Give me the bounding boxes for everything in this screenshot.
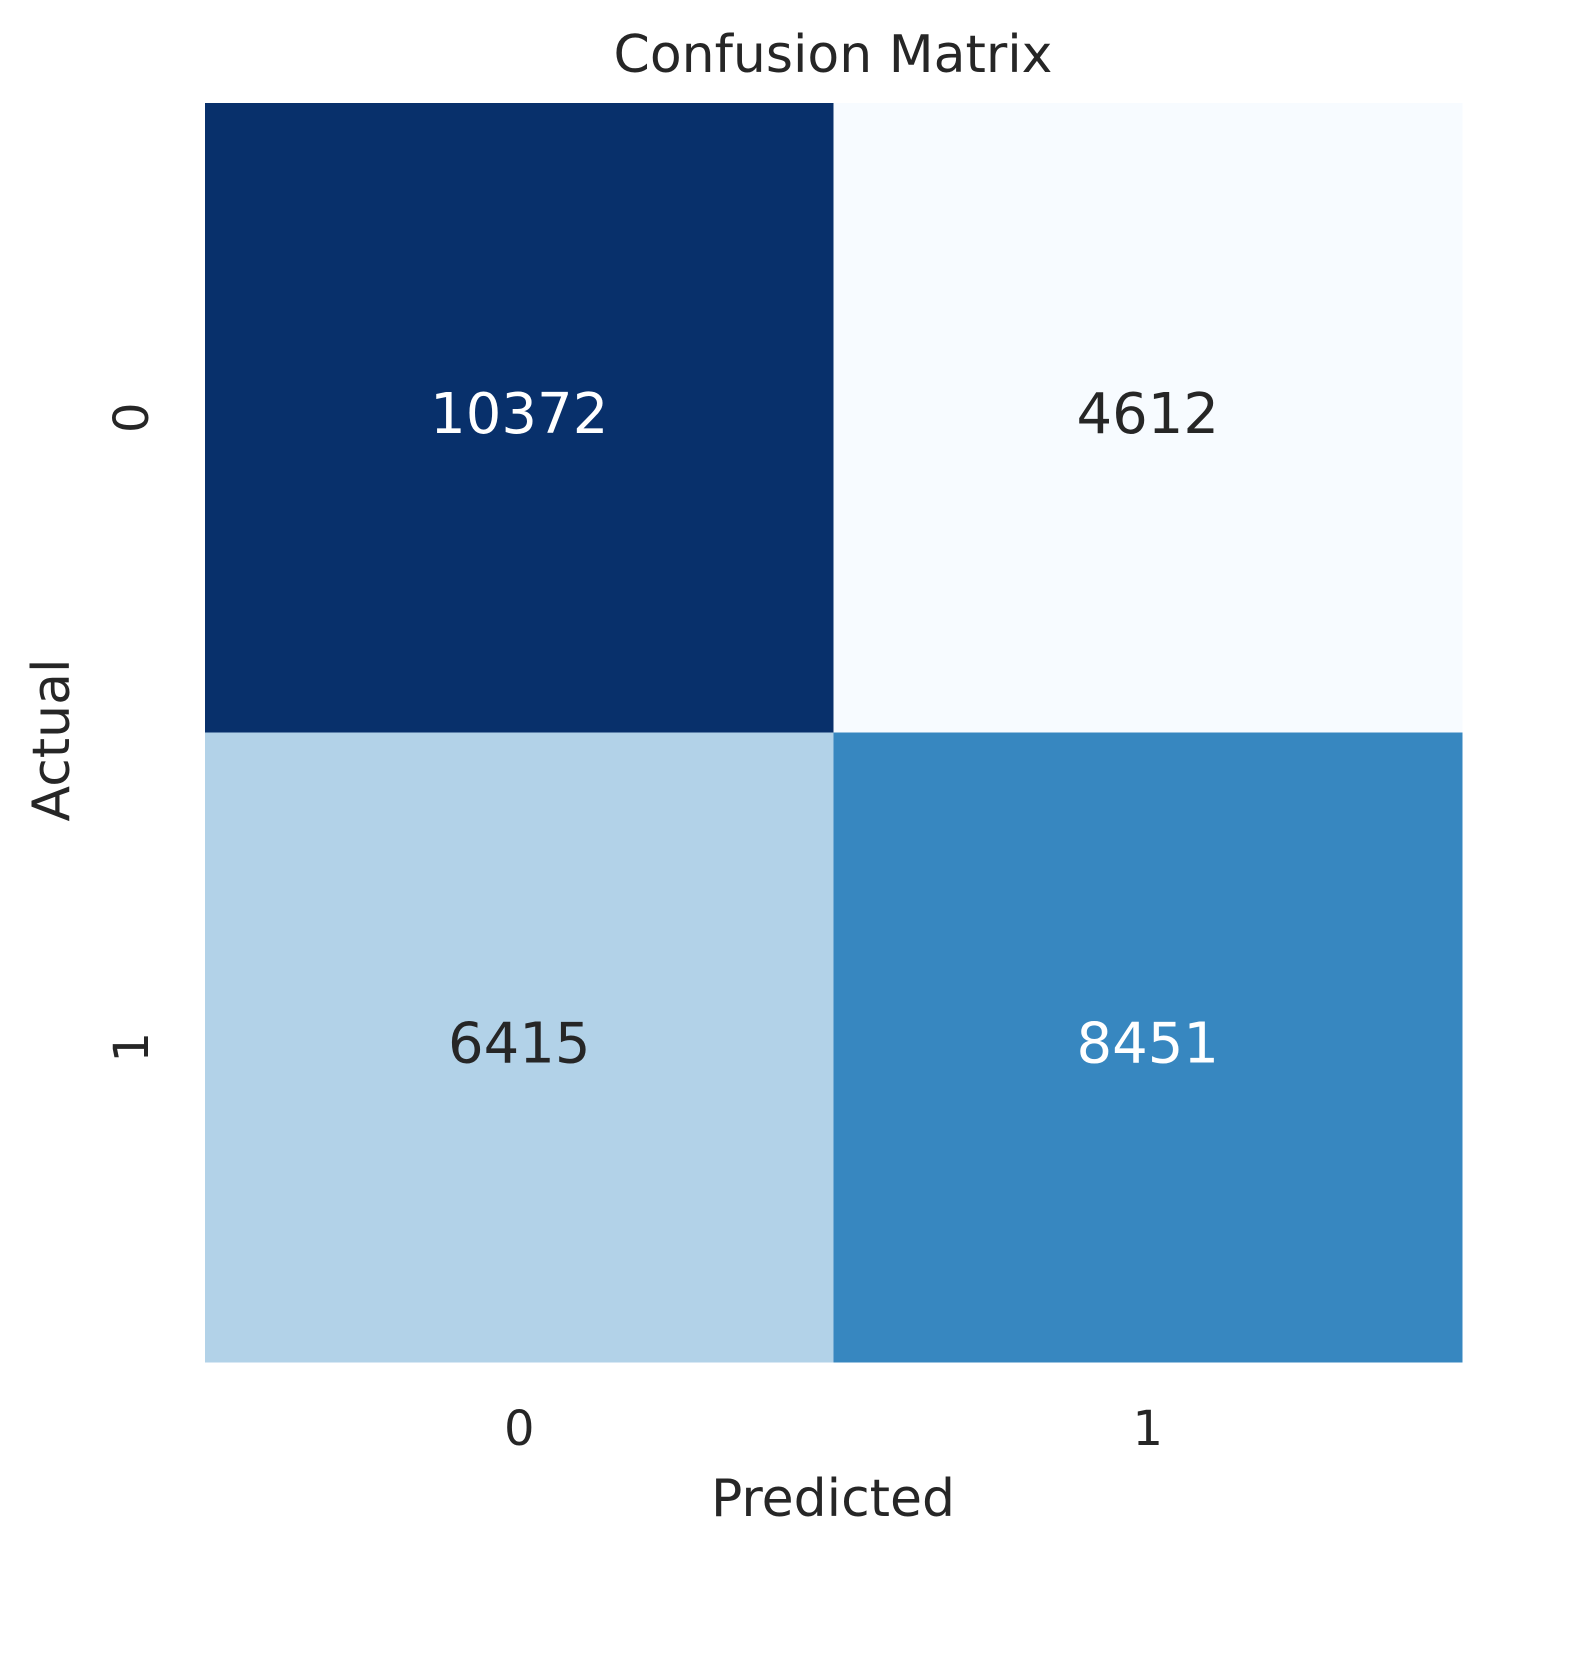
y-tick-label: 0 (104, 402, 160, 433)
chart-title: Confusion Matrix (614, 25, 1053, 85)
heatmap-cell (833, 103, 1463, 733)
y-tick-label: 1 (104, 1032, 160, 1063)
heatmap-cell (205, 732, 834, 1363)
cell-label: 8451 (1076, 1011, 1219, 1076)
x-tick-label: 0 (504, 1401, 535, 1457)
x-tick-label: 1 (1132, 1401, 1163, 1457)
cell-label: 6415 (448, 1011, 591, 1076)
cell-label: 4612 (1076, 382, 1219, 447)
heatmap-cell (205, 103, 834, 733)
y-axis-label: Actual (22, 659, 82, 822)
cell-label: 10372 (430, 382, 608, 447)
x-axis-label: Predicted (711, 1469, 955, 1529)
heatmap-cell (833, 732, 1463, 1363)
